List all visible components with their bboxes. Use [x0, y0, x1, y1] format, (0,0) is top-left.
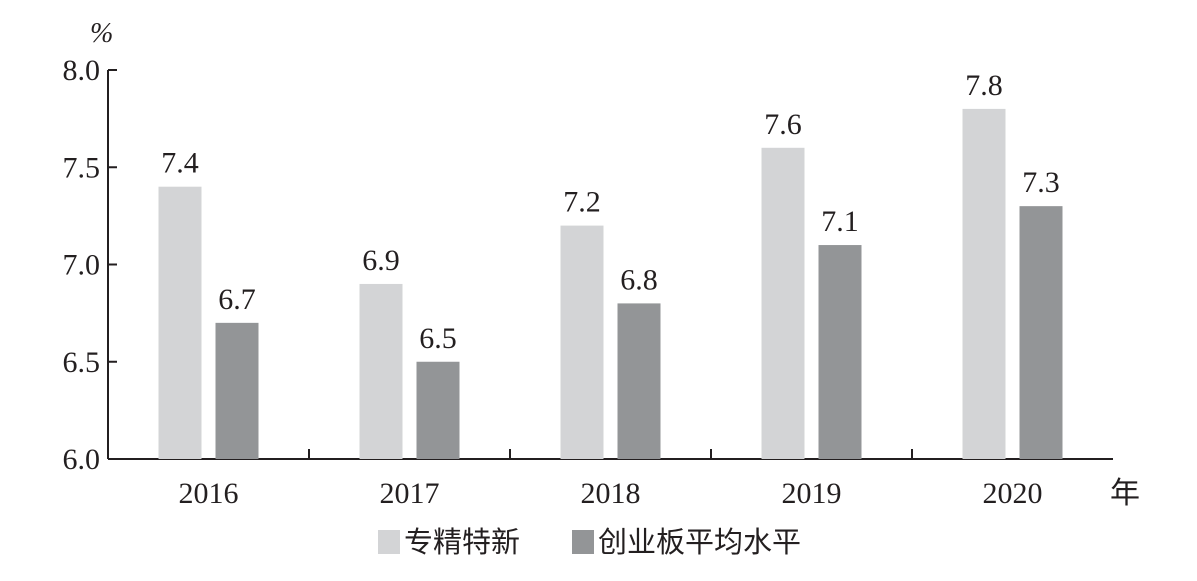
bar-chinext-2019 [818, 245, 862, 459]
x-tick-label: 2019 [782, 477, 842, 510]
legend-label: 专精特新 [404, 526, 520, 559]
y-tick-label: 8.0 [63, 54, 101, 87]
data-label: 7.8 [965, 69, 1003, 102]
data-label: 7.4 [161, 147, 199, 180]
bar-specialized-2020 [962, 108, 1006, 460]
bar-chinext-2017 [416, 361, 460, 459]
bar-chinext-2020 [1019, 206, 1063, 459]
bar-specialized-2017 [359, 283, 403, 459]
y-axis-label: % [90, 18, 113, 49]
data-label: 6.8 [620, 263, 658, 296]
x-tick-label: 2016 [179, 477, 239, 510]
data-label: 6.5 [419, 322, 457, 355]
y-tick-label: 6.0 [63, 443, 101, 476]
legend-label: 创业板平均水平 [598, 526, 801, 559]
legend: 专精特新 创业板平均水平 [378, 526, 801, 559]
bar-specialized-2019 [761, 147, 805, 460]
bar-chinext-2016 [215, 322, 259, 459]
x-tick-label: 2017 [380, 477, 440, 510]
data-label: 7.1 [821, 205, 859, 238]
legend-swatch [378, 530, 400, 554]
x-axis-label: 年 [1110, 477, 1140, 510]
data-label: 7.6 [764, 108, 802, 141]
data-label: 6.7 [218, 283, 256, 316]
data-label: 7.3 [1022, 166, 1060, 199]
bar-specialized-2016 [158, 186, 202, 459]
y-tick-label: 7.5 [63, 151, 101, 184]
legend-swatch [572, 530, 594, 554]
bar-chinext-2018 [617, 303, 661, 459]
data-label: 6.9 [362, 244, 400, 277]
y-tick-label: 7.0 [63, 249, 101, 282]
y-tick-label: 6.5 [63, 346, 101, 379]
x-tick-label: 2018 [581, 477, 641, 510]
x-tick-label: 2020 [983, 477, 1043, 510]
data-label: 7.2 [563, 186, 601, 219]
bar-specialized-2018 [560, 225, 604, 459]
